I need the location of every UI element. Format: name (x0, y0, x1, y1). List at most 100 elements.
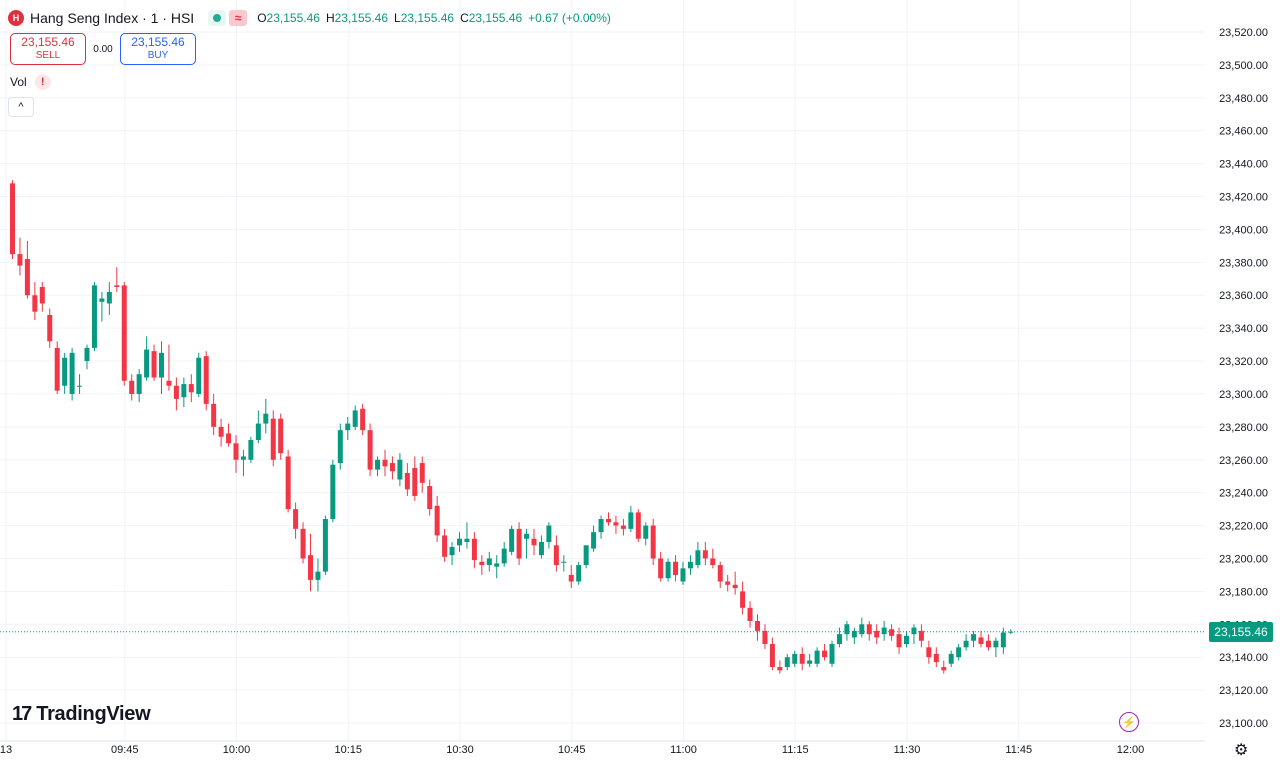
candle-body (822, 650, 828, 658)
candle-body (84, 347, 90, 362)
hang-seng-logo-icon[interactable]: H (8, 10, 24, 26)
candle (337, 423, 343, 470)
buy-label: BUY (147, 50, 169, 61)
lightning-icon[interactable]: ⚡ (1119, 712, 1139, 732)
symbol-header: H Hang Seng Index · 1 · HSI ≈ O23,155.46… (8, 7, 611, 29)
candle (606, 512, 611, 526)
candle-body (948, 653, 954, 664)
candle-body (196, 357, 202, 394)
tradingview-logo[interactable]: 17 TradingView (12, 703, 151, 726)
candle (874, 624, 880, 645)
candle-body (233, 443, 239, 460)
y-tick-label: 23,140.00 (1219, 652, 1268, 664)
time-axis[interactable]: 13 09:45 10:00 10:15 10:30 10:45 11:00 11:15 11:… (0, 744, 1144, 756)
candle-body (255, 423, 261, 441)
candle (114, 267, 120, 292)
candle (427, 479, 433, 516)
candle (993, 637, 999, 658)
candle (851, 627, 857, 645)
ohlc-change: +0.67 (+0.00%) (528, 11, 611, 25)
candle-body (419, 463, 425, 483)
candle-body (412, 467, 418, 496)
candle-body (583, 545, 589, 566)
candle-body (866, 624, 872, 635)
candle (620, 518, 626, 536)
candle-body (494, 563, 500, 567)
candle (509, 525, 515, 556)
candle (99, 291, 105, 322)
candle-body (874, 630, 880, 638)
candle-body (315, 571, 321, 580)
candle (665, 558, 671, 582)
candle-body (427, 486, 433, 510)
candle-body (226, 433, 232, 444)
market-open-dot-icon (213, 14, 222, 22)
candle (755, 614, 760, 641)
candle-body (561, 561, 567, 563)
candle (255, 410, 261, 444)
candle-body (457, 538, 462, 546)
tradingview-logo-text: TradingView (36, 703, 151, 725)
candle (680, 561, 686, 585)
settings-gear-icon[interactable]: ⚙ (1234, 742, 1249, 759)
price-axis[interactable]: 23,100.0023,120.0023,140.0023,160.0023,1… (1219, 27, 1268, 730)
candle (844, 620, 850, 641)
candle (583, 545, 589, 569)
candle (933, 647, 939, 668)
candle (963, 634, 969, 651)
candle (553, 535, 559, 572)
collapse-legend-button[interactable]: ^ (8, 97, 34, 117)
candle (643, 522, 649, 546)
y-tick-label: 23,440.00 (1219, 159, 1268, 171)
candle-body (911, 627, 917, 635)
candle-body (732, 584, 738, 589)
candle-body (836, 634, 842, 645)
candle-body (151, 351, 157, 378)
candle (188, 374, 194, 403)
ohlc-high-value: 23,155.46 (334, 11, 388, 25)
candle-body (896, 634, 902, 648)
y-tick-label: 23,300.00 (1219, 389, 1268, 401)
y-tick-label: 23,460.00 (1219, 126, 1268, 138)
volume-indicator[interactable]: Vol ! (10, 74, 51, 90)
candle (464, 522, 470, 549)
candle (613, 515, 619, 534)
candle-body (769, 644, 775, 668)
candle (389, 456, 395, 480)
chevron-up-icon: ^ (18, 101, 24, 113)
market-status-badge[interactable] (208, 10, 227, 26)
candle-body (136, 374, 142, 394)
wave-icon[interactable]: ≈ (229, 10, 248, 26)
sell-button[interactable]: 23,155.46 SELL (10, 33, 86, 65)
candle (956, 644, 962, 661)
y-tick-label: 23,380.00 (1219, 257, 1268, 269)
symbol-title[interactable]: Hang Seng Index · 1 · HSI (30, 10, 195, 26)
candle-body (501, 548, 507, 564)
warning-icon[interactable]: ! (34, 74, 51, 90)
candle-body (792, 653, 798, 664)
x-tick-label: 10:45 (558, 744, 586, 756)
candle-body (114, 285, 120, 288)
ohlc-values: O23,155.46 H23,155.46 L23,155.46 C23,155… (257, 11, 611, 25)
candle (896, 627, 902, 654)
candle (687, 555, 693, 575)
candle (650, 518, 656, 566)
buy-button[interactable]: 23,155.46 BUY (120, 33, 196, 65)
candle-body (397, 459, 403, 480)
y-tick-label: 23,500.00 (1219, 60, 1268, 72)
candle (91, 282, 97, 352)
candle-body (509, 528, 515, 552)
candle-body (695, 550, 701, 566)
candle (561, 555, 567, 572)
candle (121, 282, 127, 386)
candle (516, 522, 522, 566)
candle-body (173, 385, 179, 399)
candle (47, 308, 53, 348)
candle-body (956, 647, 962, 658)
candle-body (598, 518, 604, 533)
candle (881, 620, 887, 641)
candle-body (352, 410, 358, 427)
candle (345, 416, 351, 441)
candle (985, 634, 991, 651)
